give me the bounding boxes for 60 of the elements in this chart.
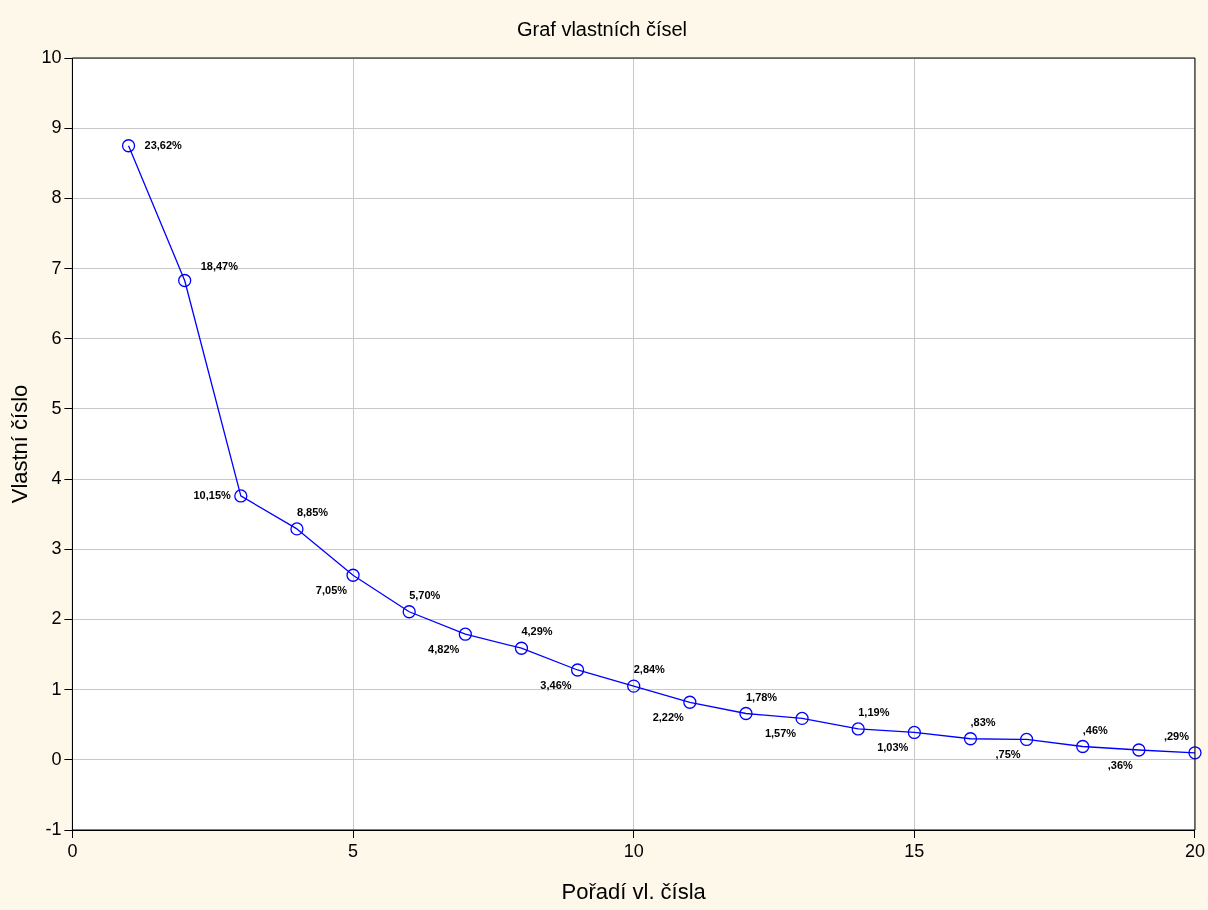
y-tick-label: 8 — [51, 187, 62, 208]
point — [1076, 739, 1090, 754]
y-tick-label: -1 — [45, 818, 62, 839]
x-tick-label: 5 — [348, 840, 359, 861]
annotation: ,83% — [970, 715, 996, 728]
point — [907, 725, 921, 740]
point — [851, 722, 865, 736]
y-axis-title: Vlastní číslo — [7, 384, 33, 504]
annotation: 4,82% — [428, 643, 460, 656]
y-tick-label: 1 — [51, 678, 62, 699]
y-tick-label: 5 — [51, 397, 62, 418]
annotation: ,46% — [1082, 723, 1109, 736]
annotation: 1,19% — [858, 705, 890, 718]
x-tick-label: 10 — [623, 840, 644, 861]
point — [234, 489, 248, 503]
y-tick-label: 6 — [51, 327, 62, 348]
point — [346, 568, 360, 582]
annotation: ,75% — [995, 748, 1021, 761]
annotation: 4,29% — [521, 625, 553, 638]
y-tick-label: 9 — [51, 117, 62, 138]
chart-title: Graf vlastních čísel — [516, 17, 688, 40]
y-tick-label: 7 — [51, 257, 62, 278]
y-tick-label: 3 — [51, 538, 62, 559]
point — [627, 679, 641, 693]
point — [514, 641, 529, 655]
annotation: 18,47% — [200, 259, 239, 272]
point — [1019, 732, 1034, 747]
annotation: ,29% — [1163, 729, 1190, 742]
annotation: 1,78% — [745, 690, 778, 703]
point — [963, 732, 978, 746]
x-tick-label: 15 — [904, 840, 925, 861]
annotation: 8,85% — [296, 505, 329, 518]
point — [178, 273, 192, 288]
x-tick-label: 20 — [1184, 840, 1205, 861]
point — [570, 663, 585, 677]
point — [795, 711, 809, 726]
annotation: 3,46% — [540, 679, 572, 692]
point — [290, 522, 304, 536]
annotation: 23,62% — [144, 138, 183, 151]
point — [683, 695, 697, 709]
annotation: 2,22% — [652, 711, 685, 724]
x-axis-title: Pořadí vl. čísla — [561, 878, 707, 904]
point — [1132, 743, 1146, 757]
annotation: 1,03% — [877, 741, 909, 754]
x-tick-label: 0 — [67, 840, 78, 861]
point — [1188, 746, 1202, 760]
y-tick-label: 2 — [51, 608, 62, 629]
annotation: ,36% — [1107, 759, 1134, 772]
annotation: 7,05% — [315, 584, 348, 597]
point — [402, 605, 416, 619]
y-tick-label: 0 — [51, 748, 62, 769]
annotation: 5,70% — [409, 588, 441, 601]
y-tick-label: 10 — [41, 46, 62, 67]
annotation: 2,84% — [633, 663, 666, 676]
annotation: 10,15% — [193, 488, 232, 501]
point — [121, 139, 136, 153]
point — [739, 706, 753, 721]
y-tick-label: 4 — [51, 468, 62, 489]
annotation: 1,57% — [764, 727, 797, 740]
point — [458, 627, 472, 641]
